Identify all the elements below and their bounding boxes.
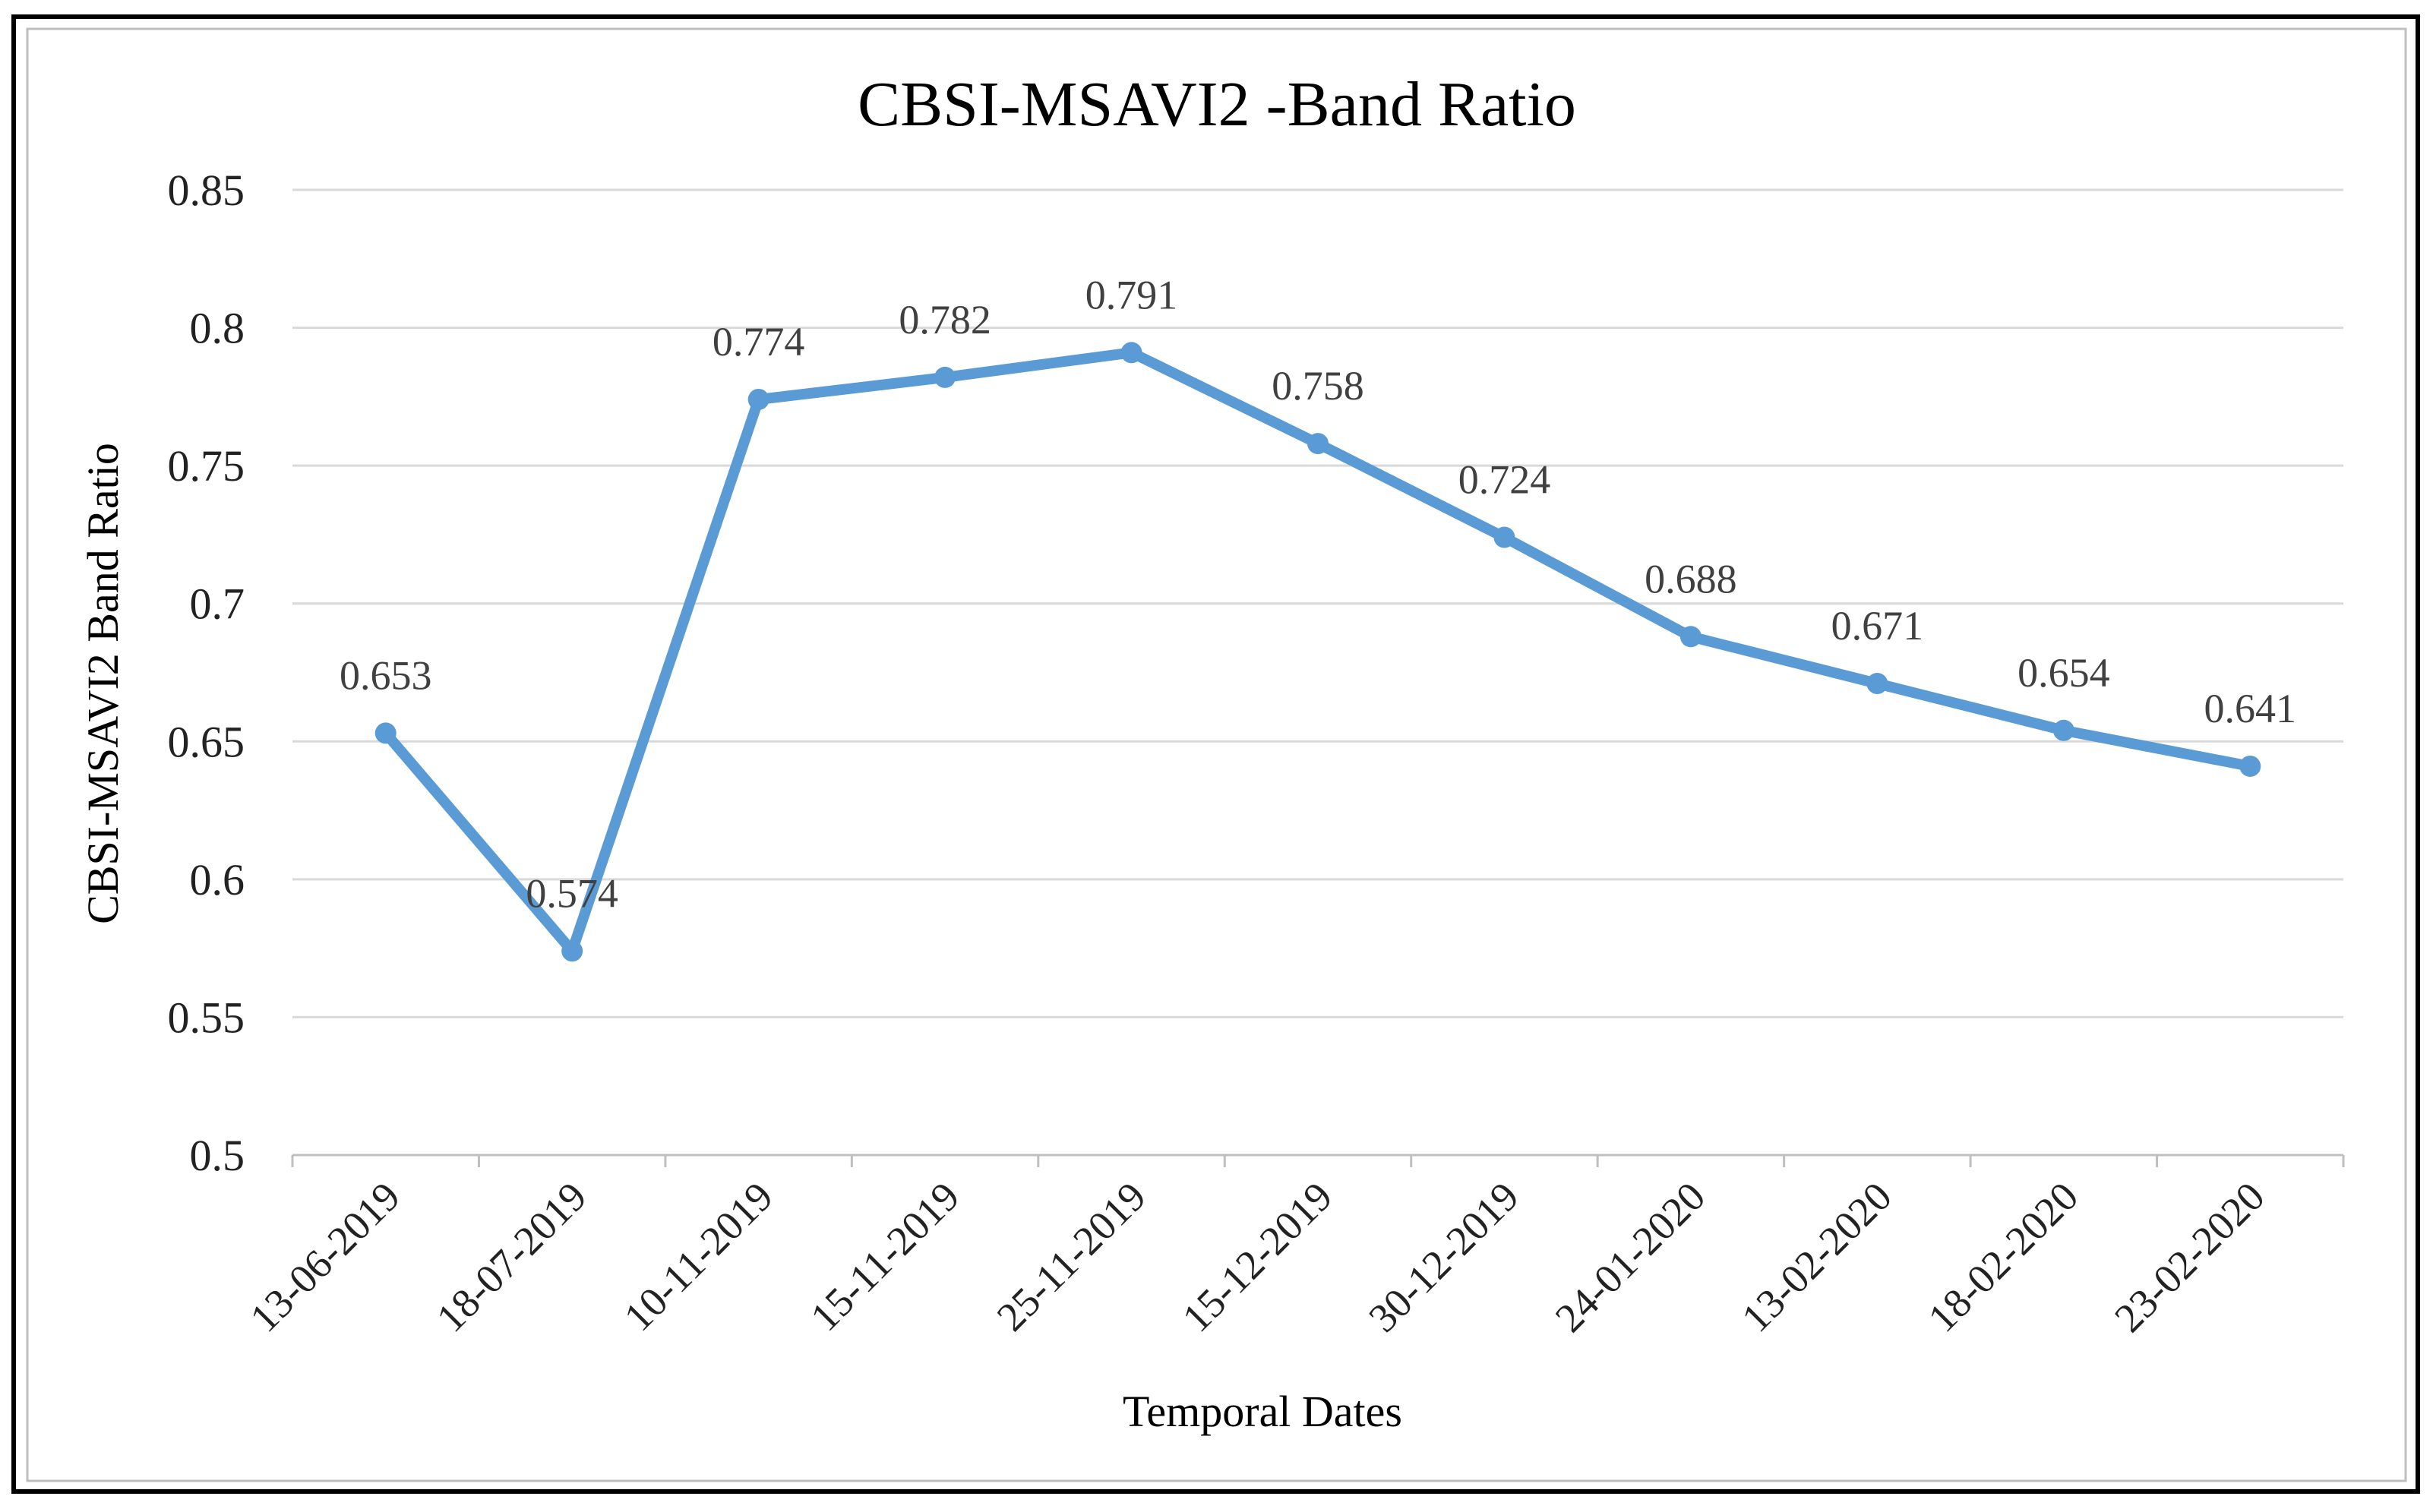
y-tick-label: 0.8 <box>190 304 245 353</box>
data-point <box>747 388 769 410</box>
data-point <box>374 722 397 744</box>
data-point <box>1866 673 1888 695</box>
data-label: 0.641 <box>2204 686 2297 731</box>
data-point <box>2052 719 2074 741</box>
data-point <box>1679 626 1702 648</box>
axes <box>291 1154 2345 1167</box>
gridlines <box>292 188 2343 1018</box>
data-point <box>1307 433 1329 455</box>
y-tick-label: 0.65 <box>168 717 245 766</box>
data-label: 0.654 <box>2017 650 2110 696</box>
data-label: 0.653 <box>340 652 432 698</box>
y-tick-label: 0.55 <box>168 993 245 1042</box>
chart-title: CBSI-MSAVI2 -Band Ratio <box>858 69 1576 140</box>
data-label: 0.688 <box>1645 556 1737 601</box>
data-point <box>1493 526 1515 548</box>
data-point <box>561 940 583 962</box>
outer-frame <box>11 14 2420 1494</box>
data-label: 0.791 <box>1085 272 1178 317</box>
data-label: 0.724 <box>1458 457 1551 503</box>
data-label: 0.758 <box>1272 363 1364 409</box>
y-tick-label: 0.85 <box>168 166 245 215</box>
x-axis-title: Temporal Dates <box>1123 1387 1402 1436</box>
data-label: 0.774 <box>713 319 805 365</box>
y-tick-label: 0.6 <box>190 855 245 904</box>
data-point <box>2239 755 2261 777</box>
data-label: 0.782 <box>899 297 991 342</box>
data-label: 0.574 <box>526 870 618 916</box>
data-point <box>1120 342 1142 364</box>
series <box>374 342 2261 962</box>
data-point <box>934 366 956 388</box>
data-label: 0.671 <box>1831 603 1924 649</box>
y-tick-label: 0.7 <box>190 579 245 629</box>
y-axis-title: CBSI-MSAVI2 Band Ratio <box>78 443 128 924</box>
y-tick-label: 0.75 <box>168 441 245 491</box>
y-tick-label: 0.5 <box>190 1131 245 1180</box>
inner-frame <box>26 27 2407 1482</box>
